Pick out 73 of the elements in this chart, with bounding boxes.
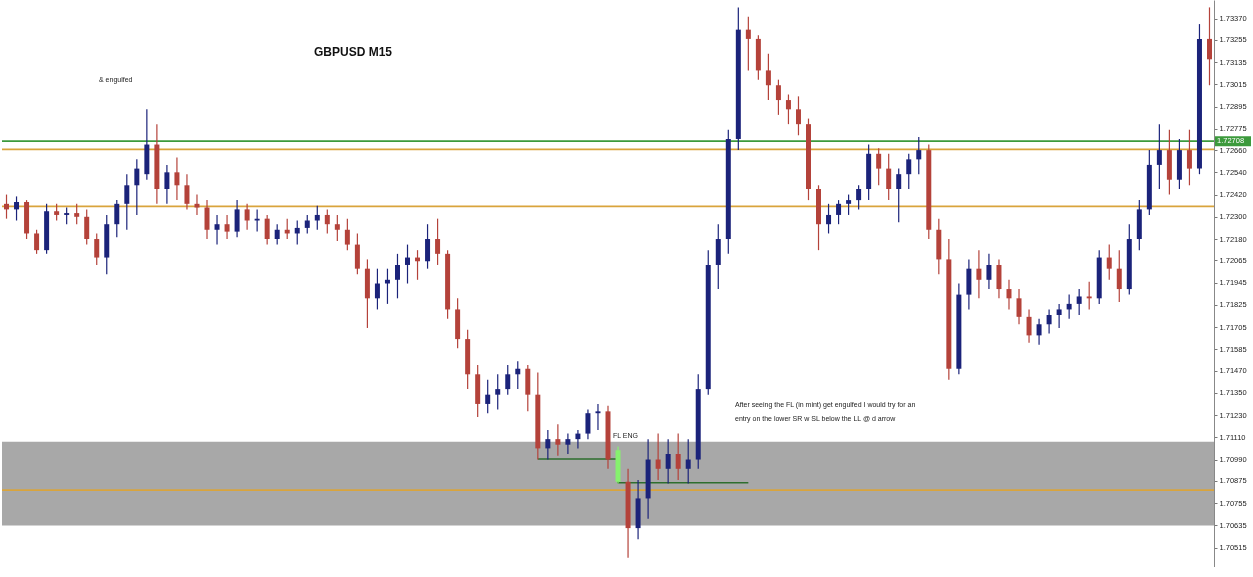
- candlestick: [244, 203, 250, 231]
- candlestick: [344, 218, 350, 251]
- candlestick: [1006, 279, 1012, 311]
- candlestick: [886, 153, 892, 201]
- candlestick: [675, 432, 681, 481]
- candlestick: [94, 232, 100, 266]
- candlestick: [1046, 308, 1052, 335]
- candlestick: [84, 208, 90, 246]
- candlestick: [585, 408, 591, 440]
- candlestick: [1186, 129, 1192, 186]
- candlestick: [234, 199, 240, 238]
- candlestick: [846, 193, 852, 216]
- candlestick: [184, 173, 190, 210]
- candlestick: [204, 199, 210, 240]
- candlestick: [896, 168, 902, 223]
- candlestick: [1036, 318, 1042, 346]
- candlestick: [1156, 123, 1162, 190]
- candlestick: [1026, 308, 1032, 344]
- candlestick: [194, 193, 200, 216]
- candlestick: [134, 158, 140, 216]
- candlestick: [916, 136, 922, 175]
- candlestick: [1116, 249, 1122, 303]
- candlestick: [565, 432, 571, 455]
- candlestick: [836, 199, 842, 225]
- candlestick: [795, 95, 801, 136]
- candlestick: [264, 214, 270, 246]
- candlestick: [1076, 288, 1082, 316]
- candlestick: [405, 243, 410, 285]
- candlestick: [74, 203, 80, 225]
- candlestick: [394, 253, 400, 299]
- candlestick: [274, 223, 280, 246]
- candlestick: [1056, 303, 1062, 329]
- candlestick: [826, 203, 832, 235]
- candlestick: [906, 153, 912, 190]
- candlestick: [485, 379, 491, 414]
- candlestick: [435, 218, 441, 266]
- candlestick: [785, 93, 791, 125]
- text: GBPUSD M15: [313, 45, 393, 59]
- candlestick: [254, 208, 260, 233]
- candlestick: [665, 438, 671, 485]
- candlestick: [174, 156, 180, 201]
- candlestick: [384, 268, 390, 305]
- candlestick: [224, 214, 230, 240]
- candlestick: [164, 164, 170, 205]
- candlestick: [655, 432, 661, 481]
- candlestick: [876, 147, 882, 186]
- candlestick: [765, 53, 771, 101]
- candlestick: [775, 79, 781, 116]
- candlestick: [314, 205, 320, 231]
- candlestick: [1016, 288, 1022, 325]
- candlestick: [685, 438, 691, 485]
- candlestick: [745, 16, 751, 72]
- candlestick: [976, 249, 982, 299]
- candlestick: [1106, 243, 1112, 281]
- candlestick: [545, 429, 551, 461]
- candlestick: [1086, 281, 1092, 311]
- candlestick: [595, 403, 601, 431]
- candlestick: [214, 214, 220, 246]
- candlestick: [555, 423, 561, 457]
- candlestick: [324, 208, 330, 235]
- candlestick: [495, 373, 501, 411]
- candlestick: [1206, 6, 1212, 86]
- candlestick: [334, 214, 340, 242]
- candlestick: [505, 364, 511, 396]
- candlestick: [114, 199, 120, 238]
- candlestick: [124, 173, 130, 231]
- candlestick: [304, 214, 310, 235]
- candlestick: [856, 184, 862, 210]
- candlestick: [374, 268, 380, 311]
- candlestick: [425, 223, 431, 270]
- candlestick: [986, 253, 992, 290]
- candlestick: [34, 229, 40, 255]
- candlestick: [14, 195, 20, 222]
